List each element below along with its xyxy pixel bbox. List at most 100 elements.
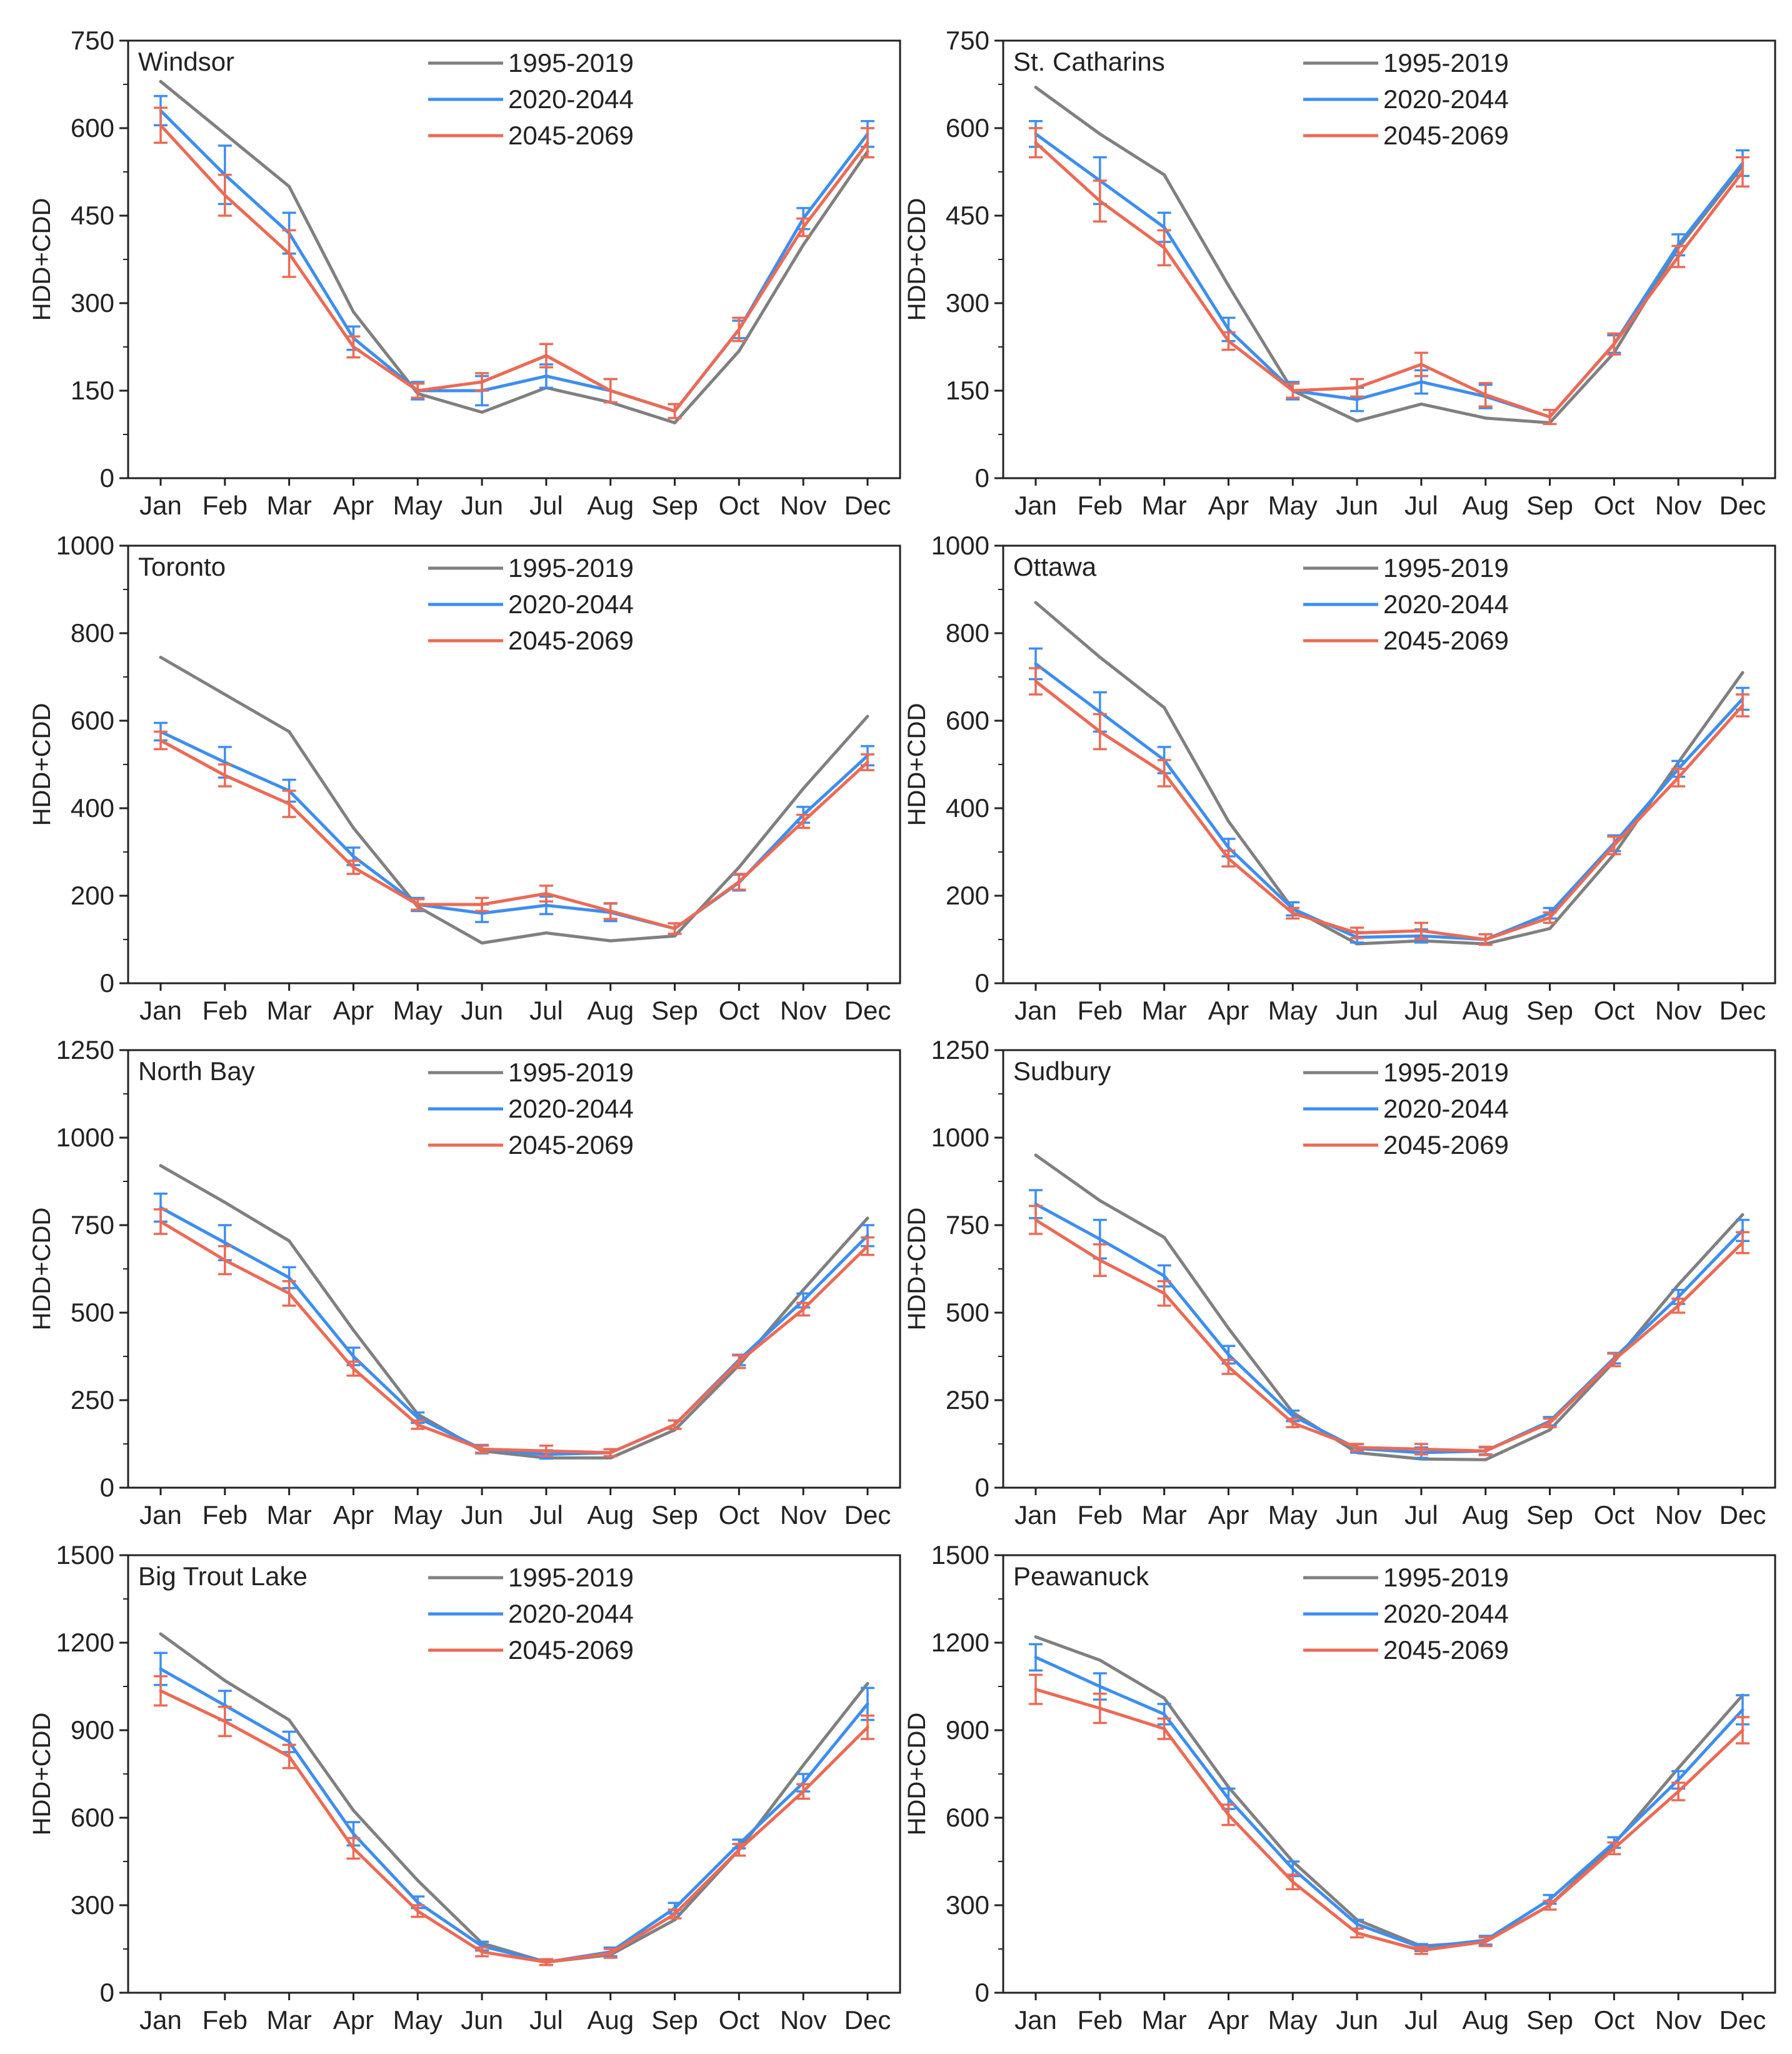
y-tick-label: 300 xyxy=(946,288,989,318)
data-point xyxy=(223,1679,227,1683)
y-tick-label: 250 xyxy=(946,1385,989,1415)
series-line xyxy=(159,124,869,413)
x-tick-label: Jul xyxy=(1404,491,1438,520)
series-line xyxy=(159,739,869,930)
y-tick-label: 300 xyxy=(71,288,114,318)
x-tick-label: Dec xyxy=(1719,1500,1766,1530)
y-tick-label: 200 xyxy=(946,881,989,910)
x-tick-label: Jul xyxy=(1404,996,1438,1025)
x-tick-label: Mar xyxy=(1141,1500,1186,1530)
x-tick-label: Nov xyxy=(780,996,827,1025)
y-axis-label: HDD+CDD xyxy=(903,1208,931,1331)
panel-title: Sudbury xyxy=(1013,1056,1111,1086)
data-point xyxy=(223,132,227,136)
series-line xyxy=(159,1206,869,1456)
series-line xyxy=(159,1689,869,1964)
x-tick-label: May xyxy=(393,1500,443,1530)
y-tick-label: 750 xyxy=(71,26,114,55)
x-tick-label: Feb xyxy=(203,491,248,520)
x-tick-label: Aug xyxy=(1462,1500,1509,1530)
y-tick-label: 1000 xyxy=(931,531,989,560)
x-tick-label: Mar xyxy=(266,2005,311,2035)
legend-label: 2020-2044 xyxy=(1383,589,1509,619)
x-tick-label: Dec xyxy=(844,491,891,520)
legend-label: 2045-2069 xyxy=(508,1130,634,1160)
x-tick-label: Dec xyxy=(844,1500,891,1530)
x-tick-label: Dec xyxy=(1719,2005,1766,2035)
legend-label: 1995-2019 xyxy=(1383,1058,1509,1087)
series-line xyxy=(1034,1656,1744,1950)
data-point xyxy=(288,1718,291,1722)
x-tick-label: Mar xyxy=(266,491,311,520)
x-tick-label: Nov xyxy=(1655,1500,1702,1530)
data-point xyxy=(1226,1326,1230,1330)
data-point xyxy=(1741,671,1744,674)
y-tick-label: 1200 xyxy=(931,1628,989,1657)
panel-sudbury: 0 250 500 750 1000 1250 Jan Feb Mar Apr May Jun Jul A… xyxy=(903,1035,1776,1530)
x-tick-label: Jul xyxy=(529,491,563,520)
panel-ottawa: 0 200 400 600 800 1000 Jan Feb Mar Apr May Jun Jul Au… xyxy=(903,531,1776,1025)
y-tick-label: 800 xyxy=(71,618,114,648)
x-tick-label: Nov xyxy=(780,1500,827,1530)
x-tick-label: Feb xyxy=(1078,2005,1123,2035)
y-tick-label: 250 xyxy=(71,1385,114,1415)
series-line xyxy=(159,656,869,945)
x-tick-label: Nov xyxy=(780,2005,827,2035)
series-line xyxy=(159,1220,869,1455)
x-tick-label: Jan xyxy=(1014,491,1057,520)
panel-title: Peawanuck xyxy=(1013,1561,1149,1591)
x-tick-label: Feb xyxy=(1078,491,1123,520)
y-tick-label: 500 xyxy=(71,1298,114,1327)
panel-title: Windsor xyxy=(138,47,234,76)
data-point xyxy=(1098,656,1102,659)
x-tick-label: Oct xyxy=(719,1500,760,1530)
y-tick-label: 400 xyxy=(71,793,114,823)
data-point xyxy=(480,411,484,414)
data-point xyxy=(351,310,355,314)
data-point xyxy=(609,939,613,943)
legend-label: 2045-2069 xyxy=(508,121,634,150)
data-point xyxy=(866,1216,869,1220)
x-tick-label: May xyxy=(393,491,443,520)
x-tick-label: Sep xyxy=(651,1500,698,1530)
data-point xyxy=(1226,819,1230,823)
x-tick-label: Oct xyxy=(719,491,760,520)
x-tick-label: Feb xyxy=(203,2005,248,2035)
data-point xyxy=(801,1763,805,1767)
x-tick-label: Jan xyxy=(1014,1500,1057,1530)
y-axis-label: HDD+CDD xyxy=(28,1713,56,1836)
y-tick-label: 0 xyxy=(100,463,114,493)
x-tick-label: Nov xyxy=(1655,2005,1702,2035)
legend-label: 2045-2069 xyxy=(508,1635,634,1665)
data-point xyxy=(1034,86,1038,89)
x-tick-label: Oct xyxy=(1594,996,1635,1025)
x-tick-label: Dec xyxy=(1719,491,1766,520)
data-point xyxy=(1098,1658,1102,1662)
y-tick-label: 150 xyxy=(946,376,989,405)
x-tick-label: May xyxy=(393,996,443,1025)
legend-label: 2020-2044 xyxy=(1383,1094,1509,1123)
x-tick-label: Apr xyxy=(1208,996,1249,1025)
y-tick-label: 600 xyxy=(946,1803,989,1832)
x-tick-label: Jun xyxy=(1336,1500,1378,1530)
panel-title: Big Trout Lake xyxy=(138,1561,308,1591)
x-tick-label: Feb xyxy=(1078,996,1123,1025)
x-tick-label: Nov xyxy=(780,491,827,520)
x-tick-label: Sep xyxy=(1526,996,1573,1025)
y-axis-label: HDD+CDD xyxy=(903,1713,931,1836)
legend-label: 1995-2019 xyxy=(1383,48,1509,78)
series-line xyxy=(1034,680,1744,941)
x-tick-label: Oct xyxy=(1594,2005,1635,2035)
y-axis-label: HDD+CDD xyxy=(28,1208,56,1331)
data-point xyxy=(1355,419,1359,423)
y-tick-label: 300 xyxy=(71,1890,114,1920)
x-tick-label: Dec xyxy=(844,2005,891,2035)
x-tick-label: Sep xyxy=(651,996,698,1025)
legend-label: 2020-2044 xyxy=(1383,1599,1509,1628)
x-tick-label: Mar xyxy=(266,1500,311,1530)
x-tick-label: May xyxy=(1268,1500,1318,1530)
x-tick-label: Jul xyxy=(1404,1500,1438,1530)
legend-label: 2020-2044 xyxy=(508,84,634,114)
legend-label: 1995-2019 xyxy=(1383,553,1509,583)
x-tick-label: Jan xyxy=(139,491,182,520)
